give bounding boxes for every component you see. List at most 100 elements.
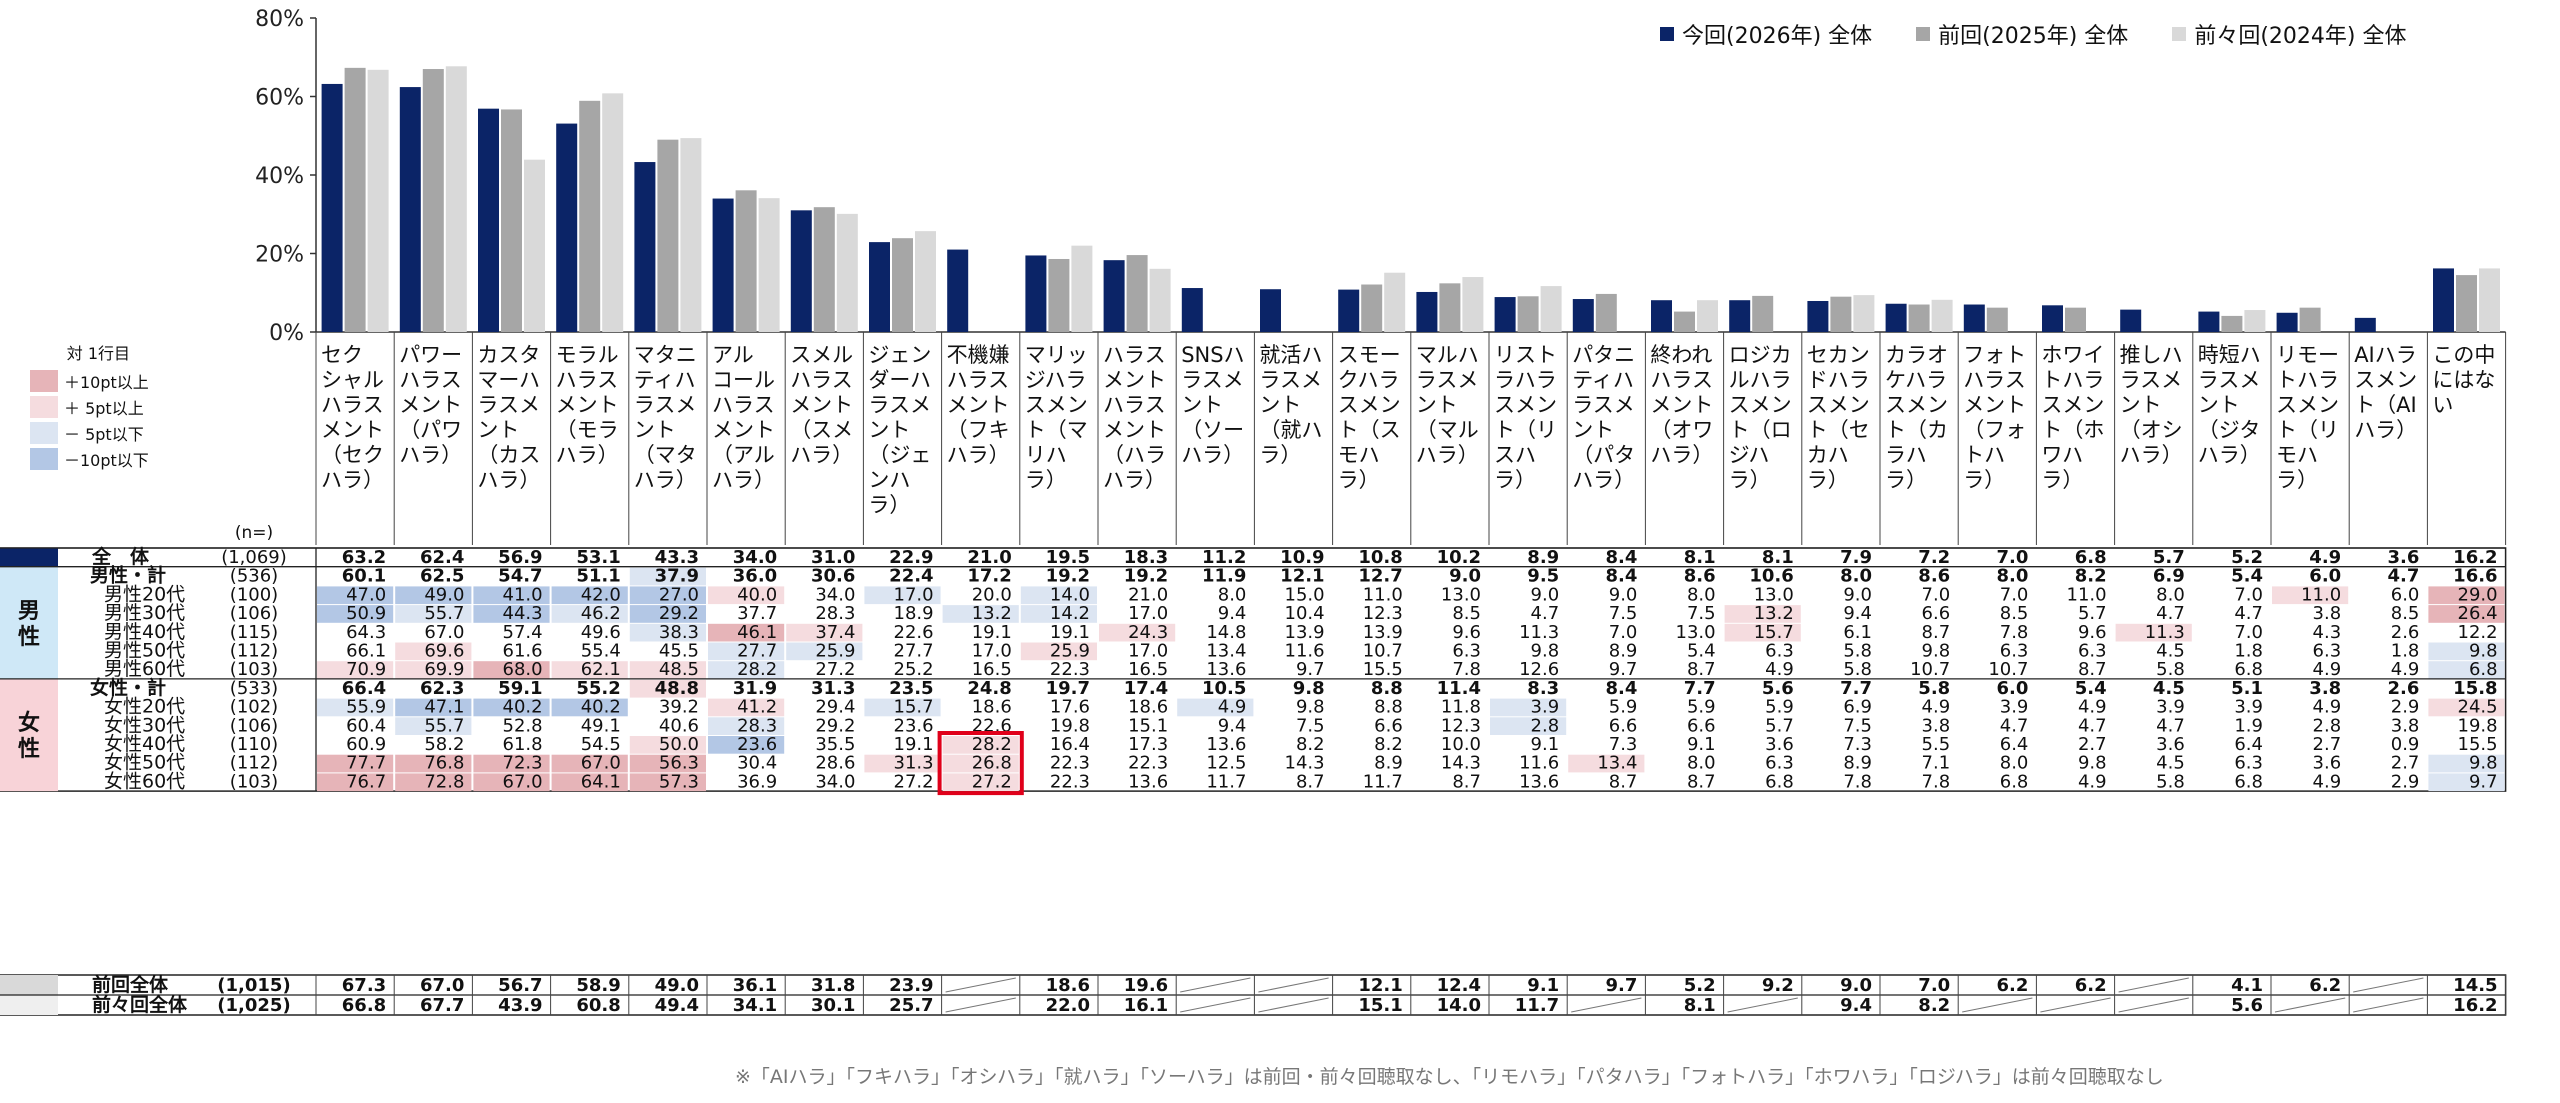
bar [1361, 284, 1383, 332]
category-label: ラ） [2276, 468, 2318, 492]
bar [1674, 311, 1695, 332]
category-label: （ハラ [1103, 443, 1166, 467]
y-tick-label: 40% [255, 164, 304, 189]
table-cell: 4.7 [2000, 715, 2029, 736]
table-cell: 10.2 [1437, 547, 1481, 568]
table-cell: 5.7 [2078, 603, 2107, 624]
bar [1494, 297, 1516, 332]
color-key-row: ＋ 5pt以上 [30, 394, 149, 420]
category-label: ハラ） [634, 468, 697, 492]
category-label: ロジカ [1729, 343, 1792, 367]
table-cell: 30.4 [737, 753, 777, 774]
table-cell: 44.3 [503, 603, 543, 624]
table-cell: 9.4 [1218, 603, 1247, 624]
category-label: ラスメ [477, 393, 540, 417]
table-cell: 72.8 [424, 771, 464, 792]
table-cell: 17.4 [1124, 678, 1168, 699]
category-label: 就活ハ [1259, 343, 1322, 367]
bar [2433, 268, 2454, 332]
bar [2456, 275, 2477, 332]
table-cell: 4.9 [2391, 659, 2420, 680]
table-cell: 56.9 [498, 547, 542, 568]
bar [1384, 272, 1406, 332]
cell-shade [2272, 586, 2349, 605]
table-cell: 70.9 [346, 659, 386, 680]
cell-shade [2428, 698, 2505, 717]
table-cell: 18.6 [972, 697, 1012, 718]
category-label: （フキ [947, 418, 1010, 442]
table-cell: 30.6 [811, 566, 855, 587]
table-cell: 9.7 [1609, 659, 1638, 680]
category-label: ラスメ [1572, 393, 1635, 417]
row-label: 女性30代 [104, 714, 185, 736]
cell-shade [629, 567, 706, 586]
cell-shade [317, 773, 394, 792]
table-cell: 8.7 [1687, 771, 1716, 792]
bar [344, 67, 366, 332]
bar [758, 198, 780, 332]
category-label: ハラス [1103, 393, 1166, 417]
table-cell: 38.3 [659, 622, 699, 643]
bar [1439, 283, 1461, 332]
cell-shade [551, 698, 628, 717]
cell-shade [395, 605, 472, 623]
category-label: カスタ [477, 343, 540, 367]
highlight-box [937, 731, 1024, 796]
table-cell: 9.8 [2078, 753, 2107, 774]
category-label: AIハラ [2354, 343, 2417, 367]
table-cell: 42.0 [581, 584, 621, 605]
bar [501, 109, 522, 332]
table-cell: 6.4 [2000, 734, 2029, 755]
table-cell: 3.6 [1765, 734, 1794, 755]
table-cell: 8.9 [1527, 547, 1559, 568]
cell-shade [864, 698, 941, 717]
na-slash [2118, 977, 2189, 993]
table-cell: 17.0 [894, 584, 934, 605]
table-cell: 4.9 [1218, 697, 1247, 718]
cell-shade [708, 698, 785, 717]
category-label: ワハ [2041, 443, 2083, 467]
bar [1931, 299, 1953, 332]
table-cell: 2.8 [2313, 715, 2342, 736]
table-cell: 2.7 [2313, 734, 2342, 755]
table-cell: 34.0 [815, 584, 855, 605]
table-cell: 40.0 [737, 584, 777, 605]
row-n: (112) [230, 641, 278, 662]
category-label: （マタ [634, 443, 697, 467]
table-cell: 56.7 [498, 975, 542, 996]
bar [1853, 295, 1875, 332]
table-cell: 6.2 [2309, 975, 2341, 996]
category-label: ハラ） [790, 443, 853, 467]
table-cell: 18.6 [1128, 697, 1168, 718]
bar [1697, 300, 1718, 332]
table-cell: 8.0 [1687, 584, 1716, 605]
table-cell: 4.5 [2153, 678, 2185, 699]
bar [1126, 255, 1148, 332]
category-label: ハラス [1103, 343, 1166, 367]
table-cell: 14.5 [2453, 975, 2497, 996]
table-cell: 13.4 [1206, 641, 1246, 662]
category-label: ラ） [1494, 468, 1536, 492]
table-cell: 6.3 [2313, 641, 2342, 662]
cell-shade [786, 642, 863, 661]
table-cell: 13.9 [1363, 622, 1403, 643]
category-label: ハラ） [556, 443, 619, 467]
na-slash [2040, 997, 2111, 1013]
category-label: ント [2198, 393, 2240, 417]
category-label: ハラス [790, 368, 853, 392]
table-cell: 22.6 [894, 622, 934, 643]
table-cell: 14.3 [1441, 753, 1481, 774]
table-cell: 15.8 [2453, 678, 2497, 699]
bar [399, 87, 421, 332]
table-cell: 67.3 [342, 975, 386, 996]
table-cell: 0.9 [2391, 734, 2420, 755]
na-slash [1180, 997, 1251, 1013]
table-cell: 28.2 [972, 734, 1012, 755]
table-cell: 8.4 [1606, 566, 1638, 587]
legend-label-previous: 前回(2025年) 全体 [1938, 24, 2129, 49]
row-n: (533) [230, 678, 278, 699]
table-cell: 61.6 [503, 641, 543, 662]
table-cell: 5.4 [2075, 678, 2107, 699]
cell-shade [2115, 623, 2192, 642]
